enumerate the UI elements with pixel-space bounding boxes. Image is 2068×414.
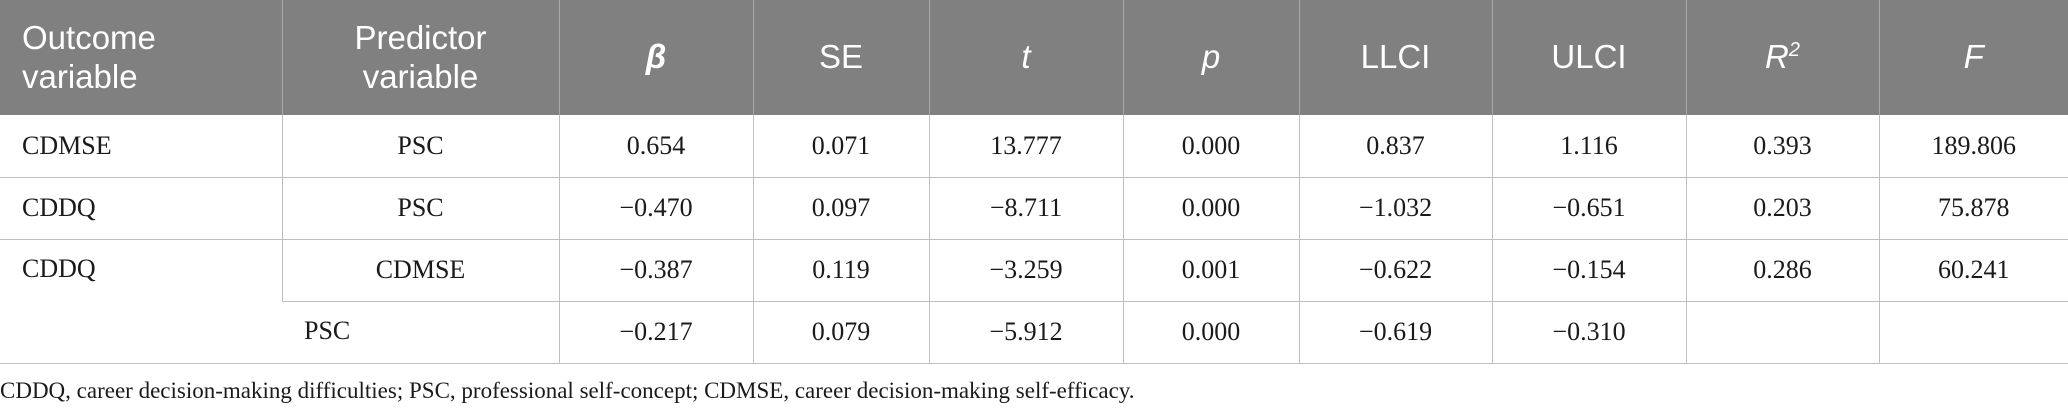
header-t: t [928, 0, 1123, 115]
cell-t: −5.912 [928, 301, 1123, 364]
cell-se: 0.097 [752, 177, 929, 240]
cell-f: 189.806 [1878, 115, 2068, 178]
cell-r-squared [1685, 301, 1879, 364]
cell-t: 13.777 [928, 115, 1123, 178]
header-row: Outcome variable Predictor variable β SE… [0, 0, 2068, 115]
table-row: CDDQ PSC −0.470 0.097 −8.711 0.000 −1.03… [0, 177, 2068, 240]
header-ulci: ULCI [1491, 0, 1686, 115]
table-footnote: CDDQ, career decision-making difficultie… [0, 378, 1135, 403]
header-beta: β [558, 0, 753, 115]
table-body: CDMSE PSC 0.654 0.071 13.777 0.000 0.837… [0, 115, 2068, 364]
cell-ulci: 1.116 [1491, 115, 1686, 178]
regression-table: Outcome variable Predictor variable β SE… [0, 0, 2068, 364]
header-r-squared-sup: 2 [1788, 39, 1800, 61]
cell-llci: −0.619 [1298, 301, 1492, 364]
cell-p: 0.000 [1122, 177, 1299, 240]
header-llci: LLCI [1298, 0, 1492, 115]
cell-r-squared: 0.286 [1685, 239, 1879, 302]
cell-ulci: −0.651 [1491, 177, 1686, 240]
header-r-squared: R2 [1685, 0, 1879, 115]
cell-p: 0.000 [1122, 301, 1299, 364]
cell-predictor: CDMSE [281, 239, 559, 302]
cell-llci: −1.032 [1298, 177, 1492, 240]
cell-predictor: PSC [282, 301, 559, 364]
cell-outcome: CDMSE [0, 115, 282, 178]
header-predictor-variable: Predictor variable [281, 0, 559, 115]
table-row: CDDQ CDMSE −0.387 0.119 −3.259 0.001 −0.… [0, 239, 2068, 364]
cell-se: 0.079 [752, 301, 929, 364]
cell-llci: 0.837 [1298, 115, 1492, 178]
header-f: F [1878, 0, 2068, 115]
cell-predictor: PSC [281, 115, 559, 178]
cell-outcome: CDDQ [0, 177, 282, 240]
table-row: PSC −0.217 0.079 −5.912 0.000 −0.619 −0.… [0, 301, 2068, 364]
cell-llci: −0.622 [1298, 239, 1492, 302]
cell-ulci: −0.310 [1491, 301, 1686, 364]
cell-f [1878, 301, 2068, 364]
cell-beta: −0.470 [558, 177, 753, 240]
cell-p: 0.000 [1122, 115, 1299, 178]
cell-beta: 0.654 [558, 115, 753, 178]
cell-se: 0.119 [752, 239, 929, 302]
cell-t: −3.259 [928, 239, 1123, 302]
cell-t: −8.711 [928, 177, 1123, 240]
cell-beta: −0.387 [558, 239, 753, 302]
cell-f: 75.878 [1878, 177, 2068, 240]
cell-ulci: −0.154 [1491, 239, 1686, 302]
cell-beta: −0.217 [558, 301, 753, 364]
cell-r-squared: 0.203 [1685, 177, 1879, 240]
cell-r-squared: 0.393 [1685, 115, 1879, 178]
header-outcome-variable: Outcome variable [0, 0, 282, 115]
header-r-squared-base: R [1765, 38, 1789, 75]
cell-outcome: CDDQ [0, 239, 282, 364]
header-se: SE [752, 0, 929, 115]
cell-predictor: PSC [281, 177, 559, 240]
table-header: Outcome variable Predictor variable β SE… [0, 0, 2068, 115]
cell-se: 0.071 [752, 115, 929, 178]
table-row: CDMSE PSC 0.654 0.071 13.777 0.000 0.837… [0, 115, 2068, 178]
cell-p: 0.001 [1122, 239, 1299, 302]
cell-f: 60.241 [1878, 239, 2068, 302]
header-p: p [1122, 0, 1299, 115]
